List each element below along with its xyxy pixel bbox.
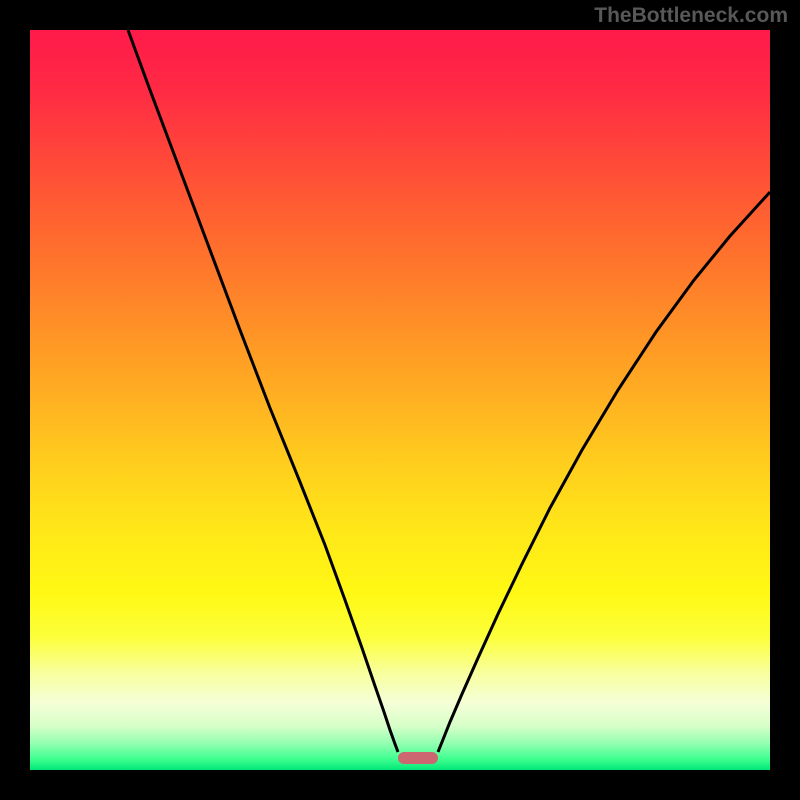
plot-area [30, 30, 770, 770]
curve-overlay [30, 30, 770, 770]
chart-container: TheBottleneck.com [0, 0, 800, 800]
watermark-text: TheBottleneck.com [594, 4, 788, 28]
right-curve [438, 192, 770, 752]
bottleneck-marker [398, 752, 438, 764]
left-curve [128, 30, 398, 752]
